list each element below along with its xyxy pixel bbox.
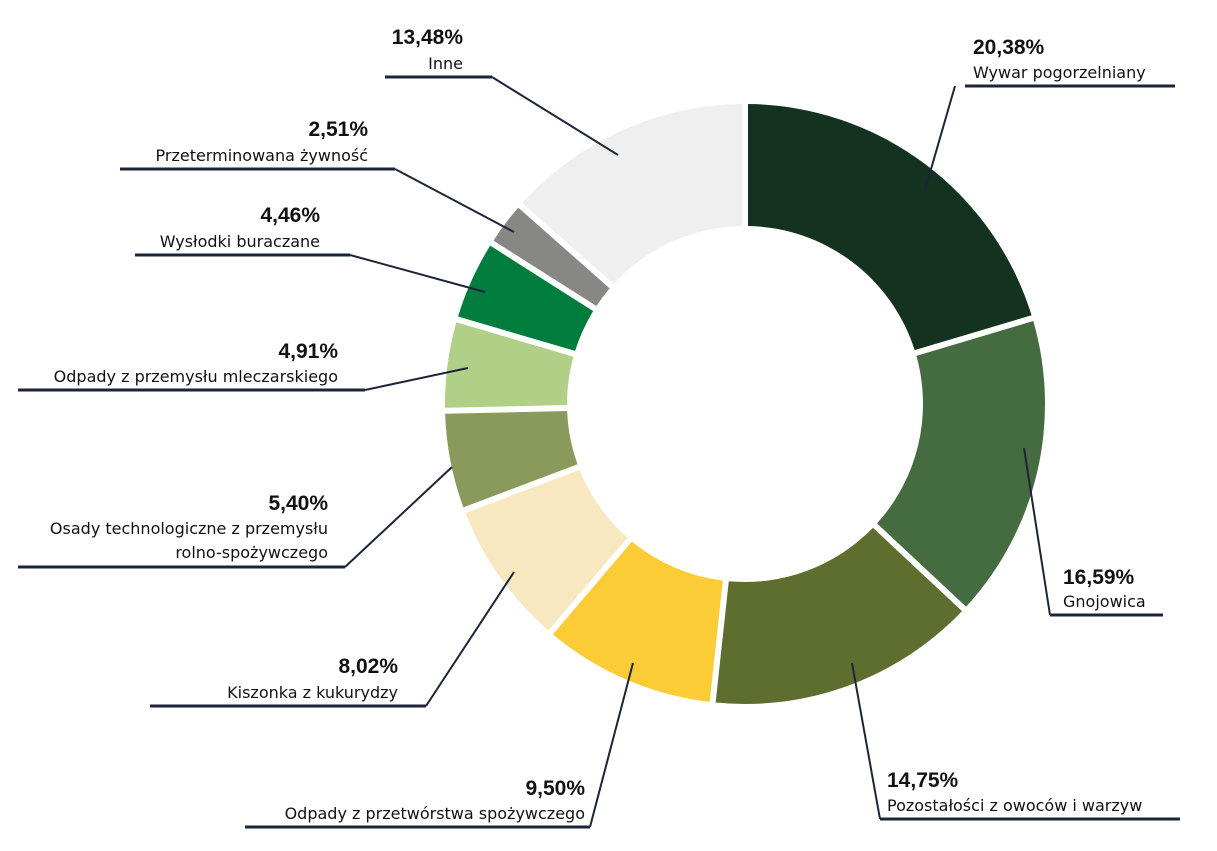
slice-value-label: 5,40% [268, 492, 328, 515]
slice-name-label: Osady technologiczne z przemysłu [50, 519, 328, 538]
slice-name-label: Gnojowica [1063, 592, 1146, 611]
slice-name-label: Wysłodki buraczane [160, 232, 320, 251]
leader-line-5 [425, 571, 515, 707]
leader-line-9 [394, 168, 515, 233]
leader-line-8 [349, 254, 486, 293]
slice-value-label: 8,02% [338, 655, 398, 678]
slice-9 [493, 207, 610, 307]
slice-3 [715, 527, 963, 705]
leader-line-3 [851, 662, 881, 820]
leader-line-10 [491, 76, 619, 156]
leader-line-7 [364, 367, 469, 391]
slice-value-label: 2,51% [308, 118, 368, 141]
slice-value-label: 14,75% [887, 769, 959, 792]
slices [445, 104, 1045, 705]
slice-4 [552, 541, 723, 702]
slice-name-label: Pozostałości z owoców i warzyw [887, 796, 1142, 815]
slice-name-label: Wywar pogorzelniany [973, 63, 1146, 82]
slice-name-label: rolno-spożywczego [175, 543, 328, 562]
slice-value-label: 4,91% [278, 340, 338, 363]
leader-line-1 [924, 85, 956, 191]
slice-6 [445, 411, 578, 508]
slice-labels: 20,38% Wywar pogorzelniany 16,59% Gnojowica… [50, 26, 1146, 823]
slice-5 [465, 469, 628, 631]
slice-name-label: Odpady z przetwórstwa spożywczego [285, 804, 585, 823]
leader-lines [18, 75, 1180, 829]
slice-value-label: 9,50% [525, 777, 585, 800]
slice-name-label: Kiszonka z kukurydzy [227, 683, 398, 702]
slice-value-label: 20,38% [973, 36, 1045, 59]
slice-name-label: Przeterminowana żywność [156, 146, 369, 165]
slice-7 [445, 322, 574, 408]
leader-line-2 [1023, 447, 1051, 616]
slice-value-label: 13,48% [392, 26, 464, 49]
slice-2 [877, 321, 1045, 607]
slice-value-label: 4,46% [260, 204, 320, 227]
slice-10 [522, 104, 743, 284]
slice-8 [458, 245, 594, 351]
slice-value-label: 16,59% [1063, 566, 1135, 589]
slice-1 [747, 104, 1032, 351]
leader-line-6 [344, 466, 453, 568]
leader-line-4 [589, 662, 634, 828]
slice-name-label: Odpady z przemysłu mleczarskiego [54, 367, 338, 386]
slice-name-label: Inne [428, 54, 463, 73]
